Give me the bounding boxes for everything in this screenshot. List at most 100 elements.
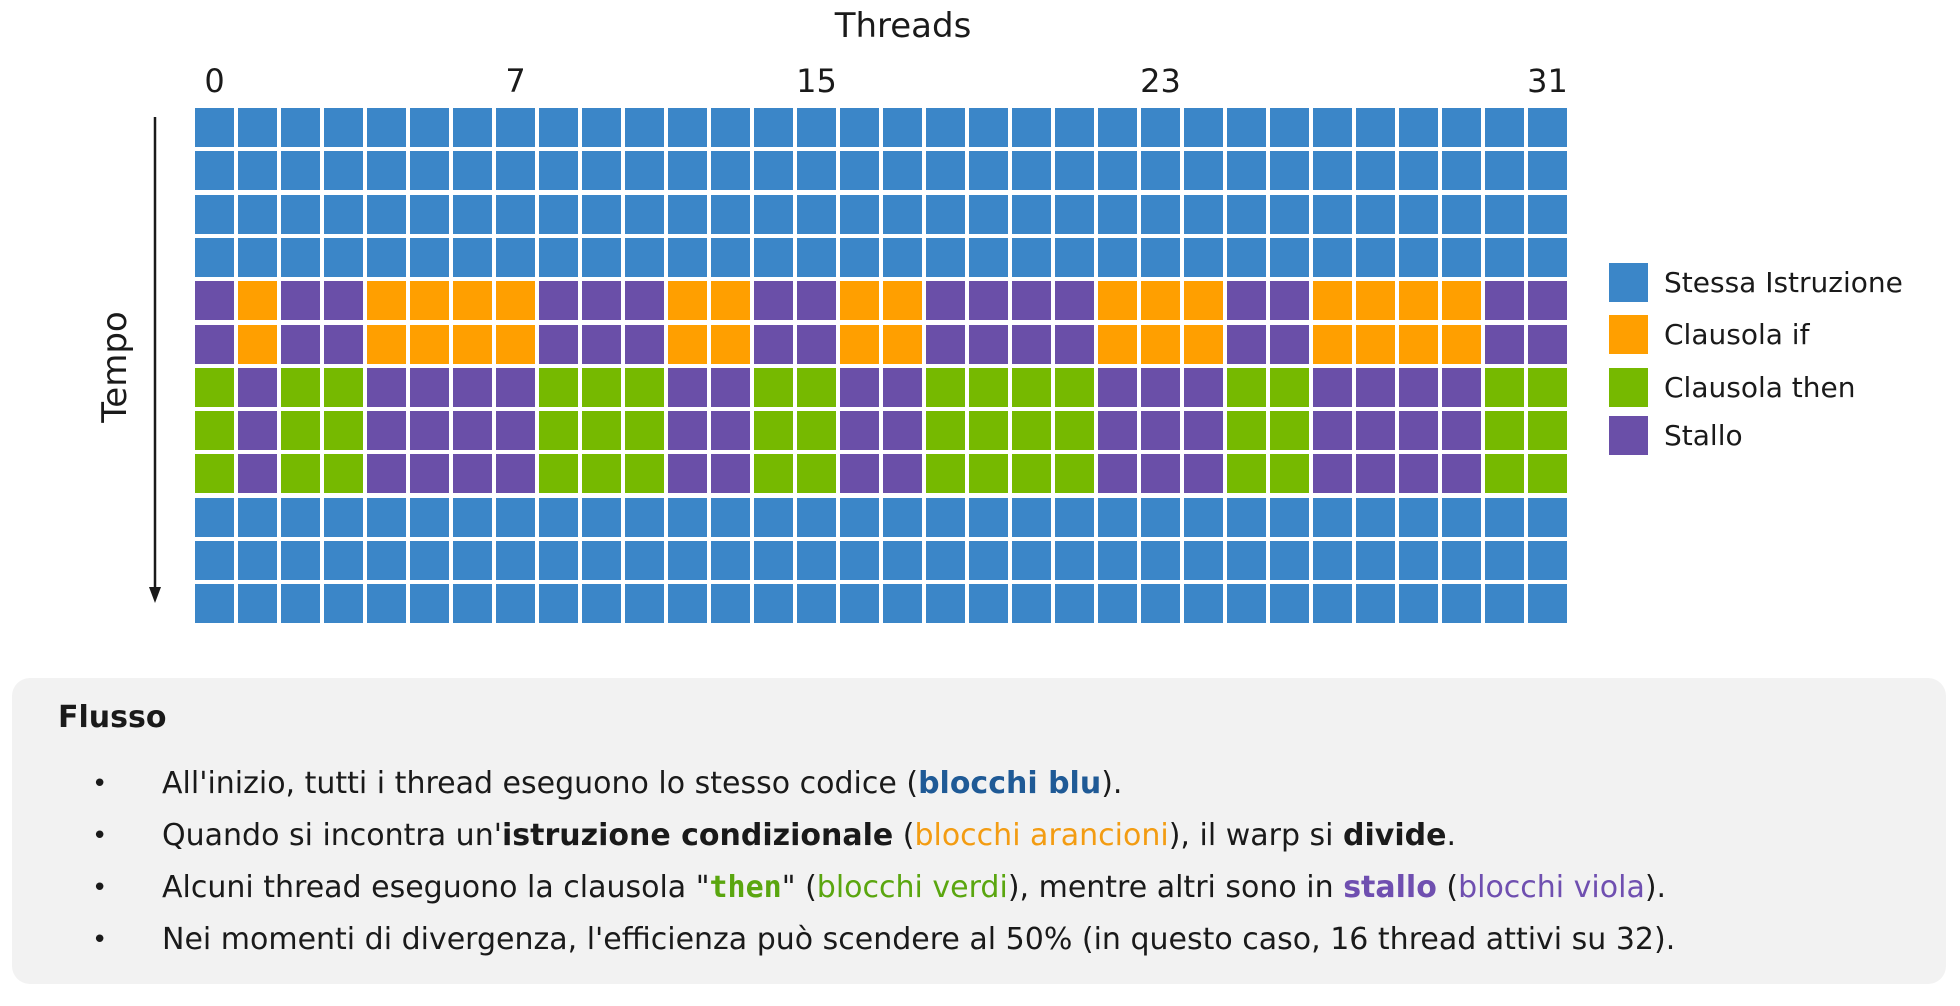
cell-stessa-istruzione	[1055, 498, 1094, 537]
cell-stallo	[754, 281, 793, 320]
cell-stessa-istruzione	[582, 238, 621, 277]
cell-stallo	[969, 325, 1008, 364]
cell-clausola-if	[1098, 281, 1137, 320]
cell-stessa-istruzione	[926, 584, 965, 623]
cell-stessa-istruzione	[1399, 238, 1438, 277]
cell-stallo	[969, 281, 1008, 320]
cell-stessa-istruzione	[668, 151, 707, 190]
cell-stallo	[367, 411, 406, 450]
cell-stessa-istruzione	[496, 195, 535, 234]
cell-stallo	[1528, 281, 1567, 320]
cell-stessa-istruzione	[410, 151, 449, 190]
cell-stessa-istruzione	[1485, 541, 1524, 580]
cell-stessa-istruzione	[926, 108, 965, 147]
cell-stessa-istruzione	[1098, 151, 1137, 190]
cell-stessa-istruzione	[840, 195, 879, 234]
cell-stallo	[582, 281, 621, 320]
cell-stessa-istruzione	[711, 238, 750, 277]
cell-stessa-istruzione	[969, 195, 1008, 234]
cell-stessa-istruzione	[1313, 541, 1352, 580]
cell-stessa-istruzione	[1528, 541, 1567, 580]
cell-stessa-istruzione	[1141, 584, 1180, 623]
cell-stessa-istruzione	[1356, 151, 1395, 190]
cell-stallo	[195, 281, 234, 320]
cell-stessa-istruzione	[281, 498, 320, 537]
cell-stessa-istruzione	[926, 195, 965, 234]
cell-stessa-istruzione	[1184, 108, 1223, 147]
cell-stessa-istruzione	[539, 151, 578, 190]
cell-stessa-istruzione	[969, 498, 1008, 537]
cell-stessa-istruzione	[453, 498, 492, 537]
note-text: stallo	[1343, 870, 1437, 905]
cell-stessa-istruzione	[840, 238, 879, 277]
cell-clausola-if	[453, 281, 492, 320]
cell-stessa-istruzione	[1012, 584, 1051, 623]
cell-stallo	[1141, 454, 1180, 493]
cell-stallo	[1012, 281, 1051, 320]
cell-clausola-if	[840, 325, 879, 364]
legend-label: Stessa Istruzione	[1664, 265, 1903, 299]
cell-stessa-istruzione	[1356, 498, 1395, 537]
cell-clausola-then	[1485, 368, 1524, 407]
y-axis-title: Tempo	[95, 311, 135, 423]
cell-stessa-istruzione	[1227, 498, 1266, 537]
cell-stessa-istruzione	[1485, 108, 1524, 147]
note-item: • Nei momenti di divergenza, l'efficienza…	[12, 914, 1946, 966]
cell-stessa-istruzione	[1098, 108, 1137, 147]
cell-stessa-istruzione	[711, 195, 750, 234]
cell-stessa-istruzione	[238, 541, 277, 580]
cell-stallo	[410, 411, 449, 450]
cell-stallo	[324, 325, 363, 364]
cell-clausola-if	[410, 325, 449, 364]
time-arrow-icon	[149, 117, 161, 603]
cell-clausola-if	[1098, 325, 1137, 364]
cell-stessa-istruzione	[410, 584, 449, 623]
note-text: blocchi verdi	[816, 870, 1008, 905]
cell-stallo	[1012, 325, 1051, 364]
cell-clausola-then	[195, 454, 234, 493]
cell-stessa-istruzione	[238, 151, 277, 190]
cell-stessa-istruzione	[1528, 195, 1567, 234]
cell-clausola-then	[1012, 454, 1051, 493]
cell-stessa-istruzione	[926, 238, 965, 277]
cell-stessa-istruzione	[797, 195, 836, 234]
cell-clausola-if	[1399, 281, 1438, 320]
cell-stessa-istruzione	[969, 584, 1008, 623]
cell-stessa-istruzione	[1356, 238, 1395, 277]
cell-stessa-istruzione	[1098, 541, 1137, 580]
cell-stessa-istruzione	[453, 541, 492, 580]
cell-stessa-istruzione	[496, 498, 535, 537]
cell-stessa-istruzione	[1012, 238, 1051, 277]
cell-stessa-istruzione	[883, 238, 922, 277]
cell-clausola-then	[1055, 368, 1094, 407]
cell-stallo	[1098, 411, 1137, 450]
cell-stallo	[1356, 411, 1395, 450]
notes-list: • All'inizio, tutti i thread eseguono lo …	[12, 758, 1946, 966]
x-tick-label: 31	[1527, 62, 1568, 100]
cell-stessa-istruzione	[1184, 151, 1223, 190]
cell-stallo	[840, 368, 879, 407]
cell-stessa-istruzione	[711, 151, 750, 190]
cell-stallo	[496, 368, 535, 407]
cell-stessa-istruzione	[1399, 151, 1438, 190]
cell-stallo	[582, 325, 621, 364]
cell-stessa-istruzione	[1012, 151, 1051, 190]
cell-clausola-then	[754, 454, 793, 493]
cell-stessa-istruzione	[324, 498, 363, 537]
cell-stessa-istruzione	[582, 541, 621, 580]
note-text: Nei momenti di divergenza, l'efficienza …	[162, 922, 1676, 957]
cell-stessa-istruzione	[668, 195, 707, 234]
cell-clausola-if	[238, 325, 277, 364]
cell-stessa-istruzione	[926, 151, 965, 190]
cell-stessa-istruzione	[1141, 108, 1180, 147]
cell-stessa-istruzione	[1485, 584, 1524, 623]
legend-swatch	[1609, 262, 1648, 302]
note-text: ), il warp si	[1168, 818, 1344, 853]
cell-stessa-istruzione	[969, 151, 1008, 190]
cell-stallo	[1356, 454, 1395, 493]
cell-stessa-istruzione	[1442, 108, 1481, 147]
cell-stessa-istruzione	[539, 498, 578, 537]
cell-stallo	[625, 325, 664, 364]
cell-stessa-istruzione	[410, 108, 449, 147]
cell-stessa-istruzione	[1528, 108, 1567, 147]
